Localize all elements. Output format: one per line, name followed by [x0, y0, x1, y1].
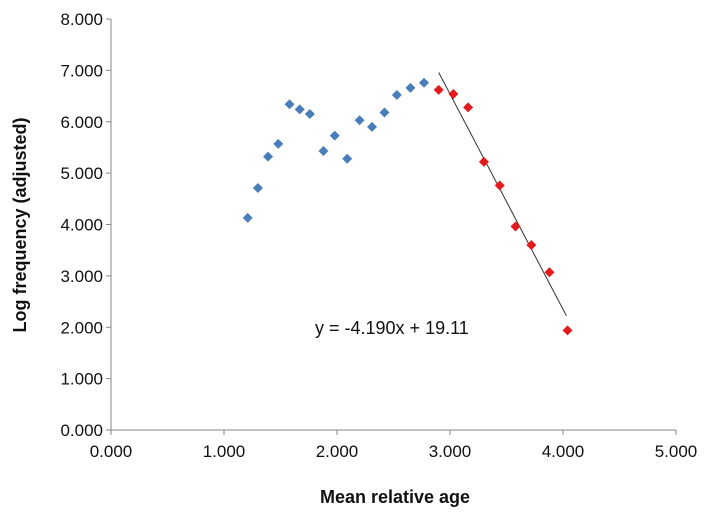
- data-point-blue: [318, 146, 329, 157]
- x-tick-label: 1.000: [203, 442, 246, 461]
- data-point-blue: [342, 153, 353, 164]
- y-tick-label: 5.000: [60, 164, 103, 183]
- data-point-blue: [294, 104, 305, 115]
- data-point-blue: [419, 77, 430, 88]
- data-point-red: [494, 180, 505, 191]
- data-points: [242, 77, 573, 336]
- data-point-blue: [242, 212, 253, 223]
- data-point-blue: [304, 109, 315, 120]
- data-point-red: [478, 156, 489, 167]
- y-tick-label: 7.000: [60, 61, 103, 80]
- x-tick-label: 0.000: [90, 442, 133, 461]
- data-point-red: [526, 240, 537, 251]
- y-tick-label: 3.000: [60, 267, 103, 286]
- x-tick-label: 4.000: [542, 442, 585, 461]
- axes: 0.000 1.000 2.000 3.000 4.000 5.000 6.000 7.000…: [60, 10, 697, 461]
- y-tick-label: 4.000: [60, 216, 103, 235]
- y-axis-title: Log frequency (adjusted): [10, 117, 30, 332]
- y-tick-label: 1.000: [60, 370, 103, 389]
- data-point-blue: [252, 183, 263, 194]
- data-point-blue: [329, 130, 340, 141]
- data-point-blue: [284, 99, 295, 110]
- y-tick-label: 0.000: [60, 421, 103, 440]
- data-point-red: [433, 84, 444, 95]
- x-tick-label: 5.000: [655, 442, 698, 461]
- data-point-red: [562, 325, 573, 336]
- x-axis-title: Mean relative age: [320, 487, 470, 507]
- trendline-equation: y = -4.190x + 19.11: [315, 318, 469, 338]
- x-tick-label: 3.000: [429, 442, 472, 461]
- x-tick-label: 2.000: [316, 442, 359, 461]
- y-tick-label: 8.000: [60, 10, 103, 29]
- data-point-red: [463, 102, 474, 113]
- data-point-blue: [379, 107, 390, 118]
- data-point-red: [510, 221, 521, 232]
- data-point-blue: [263, 151, 274, 162]
- data-point-blue: [354, 115, 365, 126]
- data-point-red: [544, 267, 555, 278]
- trendline: [438, 72, 567, 316]
- y-tick-label: 2.000: [60, 318, 103, 337]
- data-point-blue: [391, 90, 402, 101]
- trendline-group: [438, 72, 567, 316]
- data-point-blue: [367, 121, 378, 132]
- data-point-blue: [405, 82, 416, 93]
- y-tick-label: 6.000: [60, 113, 103, 132]
- data-point-blue: [273, 138, 284, 149]
- data-point-red: [448, 89, 459, 100]
